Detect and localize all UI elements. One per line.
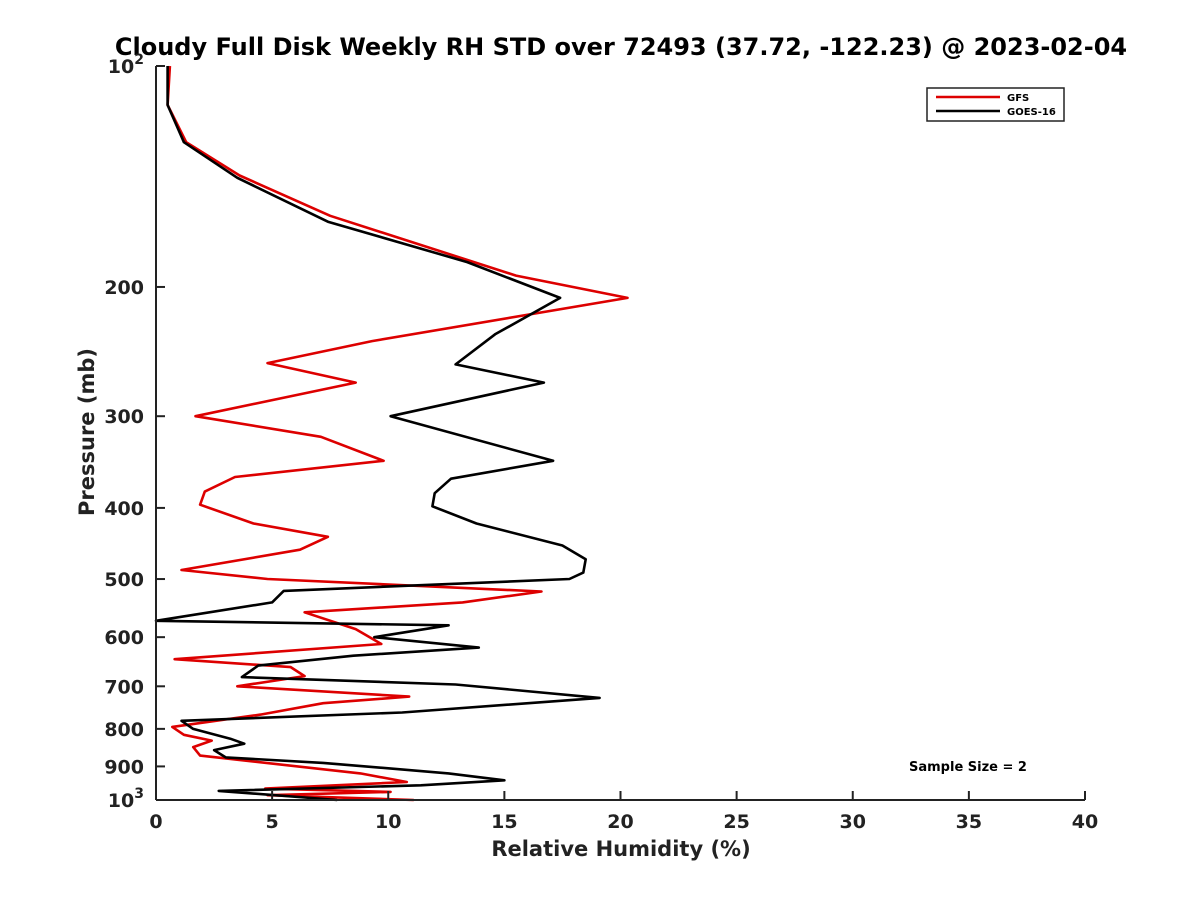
x-tick-label: 0 [149,811,162,833]
legend-box [926,87,1065,122]
x-tick-label: 5 [266,811,279,833]
y-tick-label: 300 [104,406,144,428]
y-tick-label: 500 [104,569,144,591]
y-tick-label: 200 [104,277,144,299]
y-tick-label: 400 [104,498,144,520]
series-line-goes-16 [154,66,601,802]
x-tick-label: 35 [956,811,982,833]
ticks-layer: 0 5 10 15 20 25 30 35 40 102 200 300 400 500 600 700 800… [104,52,1098,833]
x-axis-label: Relative Humidity (%) [491,837,750,861]
sample-size-annotation: Sample Size = 2 [909,760,1027,775]
y-tick-label: 700 [104,676,144,698]
x-tick-label: 30 [840,811,866,833]
legend: GFS GOES-16 [926,87,1065,122]
x-tick-label: 25 [723,811,749,833]
x-tick-label: 20 [607,811,633,833]
series-line-gfs [166,65,629,802]
y-tick-label: 600 [104,627,144,649]
y-tick-label: 102 [108,52,144,78]
y-tick-label: 103 [108,786,144,812]
x-tick-label: 40 [1072,811,1098,833]
y-tick-label: 900 [104,756,144,778]
y-tick-label: 800 [104,719,144,741]
x-tick-label: 10 [375,811,401,833]
x-tick-label: 15 [491,811,517,833]
legend-label: GOES-16 [1007,107,1056,118]
series-layer [154,65,629,802]
chart-title: Cloudy Full Disk Weekly RH STD over 7249… [115,33,1127,61]
y-axis-label: Pressure (mb) [75,348,99,516]
legend-label: GFS [1007,93,1029,104]
